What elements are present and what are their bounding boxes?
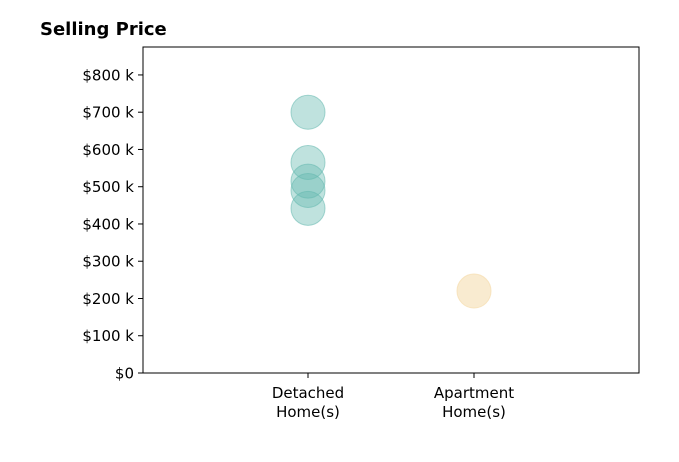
y-tick-label: $0 [115, 365, 134, 383]
data-point [290, 172, 326, 208]
x-tick-label: Apartment Home(s) [434, 384, 514, 421]
x-axis: Detached Home(s) Apartment Home(s) [272, 373, 514, 421]
y-tick-label: $100 k [82, 327, 134, 345]
data-points [290, 94, 492, 309]
y-tick-label: $600 k [82, 141, 134, 159]
y-tick-label: $800 k [82, 66, 134, 84]
data-point [290, 144, 326, 180]
y-tick-label: $300 k [82, 253, 134, 271]
x-tick-label: Detached Home(s) [272, 384, 344, 421]
y-tick-label: $700 k [82, 104, 134, 122]
chart-title: Selling Price [40, 19, 167, 40]
y-axis: $0 $100 k $200 k $300 k $400 k $500 k $600 k $7… [82, 66, 143, 383]
data-point [456, 273, 492, 309]
y-tick-label: $500 k [82, 178, 134, 196]
y-tick-label: $200 k [82, 290, 134, 308]
data-point [290, 163, 326, 199]
data-point [290, 190, 326, 226]
y-tick-label: $400 k [82, 215, 134, 233]
data-point [290, 94, 326, 130]
plot-area-frame [142, 46, 640, 374]
